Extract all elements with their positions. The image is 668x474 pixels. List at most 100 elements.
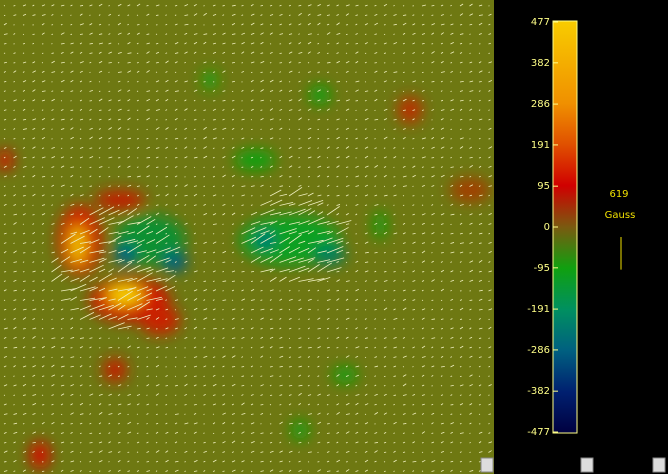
vector (222, 451, 226, 453)
vector (70, 442, 74, 444)
vector (364, 318, 367, 320)
vector (51, 299, 54, 301)
vector (3, 450, 8, 453)
vector (260, 200, 273, 206)
vector (231, 184, 235, 187)
vector (203, 365, 207, 368)
vector (70, 231, 78, 235)
vector (70, 307, 79, 311)
vector (431, 232, 435, 235)
vector (184, 146, 188, 149)
vector (374, 346, 377, 349)
vector (222, 309, 224, 311)
vector (383, 166, 387, 168)
vector (98, 3, 103, 7)
vector (298, 365, 302, 368)
vector (41, 327, 44, 330)
vector (22, 432, 25, 434)
vector (193, 33, 198, 35)
vector (13, 308, 17, 311)
vector (174, 52, 179, 54)
vector (488, 175, 492, 178)
tick-label: -286 (527, 345, 550, 356)
vector (79, 99, 83, 102)
vector (41, 413, 44, 415)
vector (431, 260, 434, 263)
vector (307, 239, 324, 244)
vector (174, 431, 179, 434)
tick-label: -191 (527, 304, 550, 315)
vector (146, 337, 150, 339)
vector (3, 119, 7, 121)
vector (22, 346, 26, 349)
vector (374, 4, 377, 7)
vector (184, 42, 187, 45)
vector (450, 375, 453, 377)
vector (288, 119, 291, 121)
vector (89, 127, 93, 130)
vector (108, 62, 112, 64)
vector (231, 223, 235, 225)
vector (345, 450, 350, 453)
vector (412, 165, 416, 168)
vector (98, 51, 102, 54)
vector (450, 166, 454, 168)
vector (374, 89, 378, 92)
vector (127, 4, 131, 7)
vector (51, 337, 56, 339)
vector (184, 80, 188, 83)
vector (402, 232, 406, 235)
vector (89, 422, 92, 425)
vector (269, 441, 273, 444)
vector (374, 222, 378, 225)
vector (79, 213, 83, 216)
vector (469, 204, 472, 206)
vector (450, 213, 455, 216)
vector (355, 355, 359, 358)
vector (317, 299, 319, 301)
vector (127, 61, 131, 64)
vector (440, 223, 444, 225)
vector (440, 71, 445, 73)
vector (174, 233, 177, 235)
vector (13, 384, 17, 387)
vector (146, 403, 150, 406)
vector (174, 100, 177, 102)
vector (412, 280, 416, 282)
vector (32, 214, 35, 216)
vector (212, 270, 216, 273)
vector (212, 459, 217, 463)
vector (288, 146, 292, 149)
vector (3, 403, 7, 406)
vector (317, 165, 322, 168)
vector (3, 223, 6, 225)
vector (364, 99, 367, 102)
vector (203, 223, 206, 225)
vector (402, 261, 407, 263)
vector (440, 146, 445, 149)
vector (260, 137, 263, 140)
vector (231, 413, 235, 415)
vector (32, 118, 37, 121)
vector (402, 185, 407, 187)
vector (117, 118, 121, 121)
vector (117, 325, 132, 330)
vector (383, 441, 387, 444)
vector (279, 298, 283, 301)
vector (336, 470, 339, 472)
vector (108, 441, 111, 444)
vector (317, 185, 320, 187)
vector (203, 346, 206, 349)
vector (412, 356, 415, 358)
vector (345, 137, 348, 140)
vector (345, 394, 349, 396)
vector (298, 4, 302, 7)
vector (41, 375, 45, 377)
vector (421, 289, 424, 292)
vector (127, 99, 131, 102)
vector (22, 289, 26, 292)
vector (355, 33, 358, 35)
vector (279, 147, 281, 149)
vector (117, 356, 121, 358)
vector (127, 277, 138, 282)
